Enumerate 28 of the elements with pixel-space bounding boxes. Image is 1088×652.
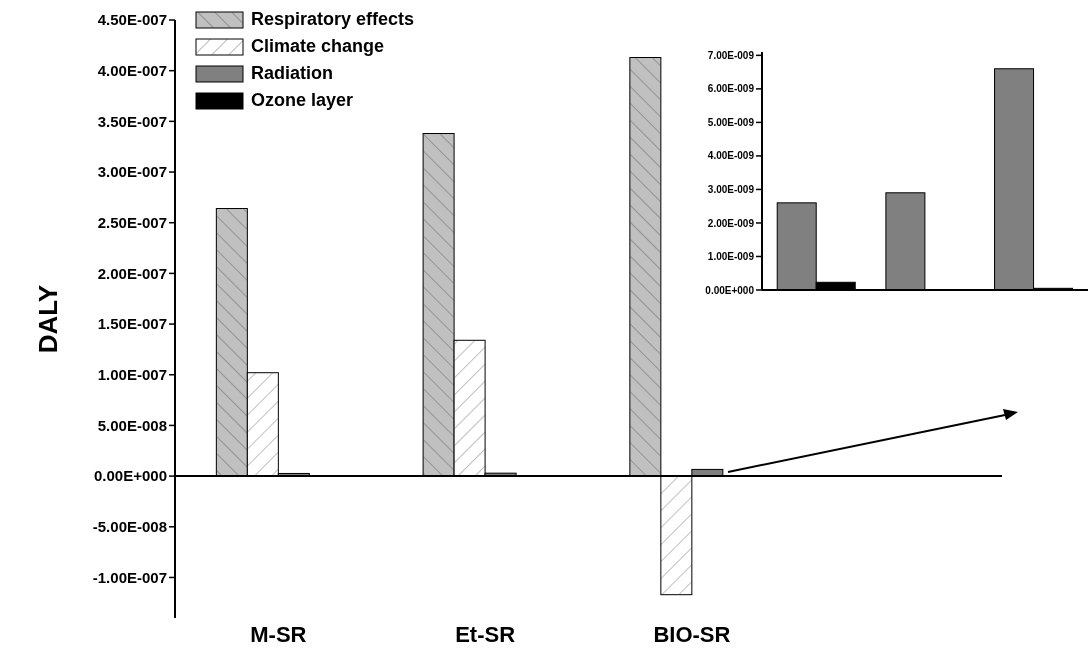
y-tick-label: 4.00E-007 — [97, 62, 167, 79]
y-tick-label: 7.00E-009 — [707, 49, 755, 61]
y-tick-label: 2.00E-009 — [707, 217, 755, 229]
y-tick-label: 3.00E-007 — [97, 163, 167, 181]
y-tick-label: 4.00E-009 — [707, 150, 755, 162]
y-tick-label: 3.00E-009 — [707, 183, 755, 195]
x-tick-label: Et-SR — [455, 621, 516, 647]
legend-label: Radiation — [251, 63, 334, 84]
y-tick-label: 2.50E-007 — [97, 214, 167, 232]
y-tick-label: 2.00E-007 — [97, 264, 167, 282]
y-tick-label: 6.00E-009 — [707, 83, 755, 95]
legend-label: Climate change — [251, 36, 385, 57]
y-tick-label: 1.00E-007 — [97, 366, 167, 384]
y-tick-label: 4.50E-007 — [97, 11, 167, 29]
y-axis-title: DALY — [33, 284, 64, 354]
x-tick-label: M-SR — [250, 621, 307, 647]
y-tick-label: 0.00E+000 — [94, 467, 167, 485]
y-tick-label: -1.00E-007 — [92, 568, 167, 586]
y-tick-label: 1.50E-007 — [97, 315, 167, 333]
y-tick-label: 0.00E+000 — [705, 284, 755, 296]
y-tick-label: 3.50E-007 — [97, 112, 167, 130]
legend-label: Respiratory effects — [251, 9, 415, 30]
y-tick-label: 5.00E-009 — [707, 116, 755, 128]
x-tick-label: BIO-SR — [653, 621, 731, 647]
y-tick-label: -5.00E-008 — [92, 518, 167, 536]
y-tick-label: 1.00E-009 — [707, 251, 755, 263]
y-tick-label: 5.00E-008 — [97, 416, 167, 434]
legend-label: Ozone layer — [251, 90, 354, 111]
